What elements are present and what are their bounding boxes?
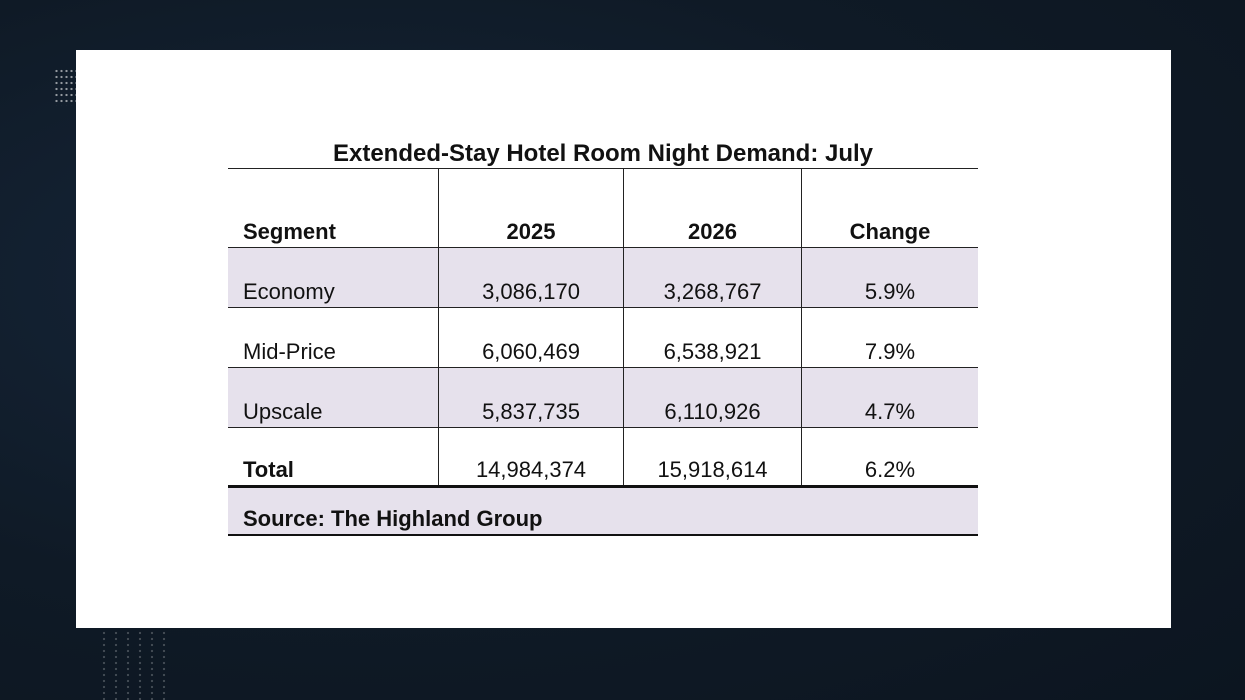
table-row: Mid-Price 6,060,469 6,538,921 7.9% [228,308,978,368]
value-2026-cell: 6,538,921 [623,308,801,367]
header-change: Change [801,169,978,247]
source-note: Source: The Highland Group [228,488,978,536]
table-header-row: Segment 2025 2026 Change [228,169,978,248]
header-2026: 2026 [623,169,801,247]
header-segment: Segment [243,219,336,244]
table-row: Economy 3,086,170 3,268,767 5.9% [228,248,978,308]
value-2026-cell: 3,268,767 [623,248,801,307]
total-change-cell: 6.2% [801,428,978,485]
demand-table: Segment 2025 2026 Change Economy 3,086,1… [228,168,978,536]
total-2026-cell: 15,918,614 [623,428,801,485]
table-title: Extended-Stay Hotel Room Night Demand: J… [332,140,874,167]
segment-cell: Upscale [243,399,323,424]
value-2025-cell: 3,086,170 [438,248,623,307]
segment-cell: Mid-Price [243,339,336,364]
value-2025-cell: 5,837,735 [438,368,623,427]
table-row: Upscale 5,837,735 6,110,926 4.7% [228,368,978,428]
total-label: Total [243,457,294,482]
total-2025-cell: 14,984,374 [438,428,623,485]
change-cell: 4.7% [801,368,978,427]
value-2025-cell: 6,060,469 [438,308,623,367]
table-total-row: Total 14,984,374 15,918,614 6.2% [228,428,978,488]
segment-cell: Economy [243,279,335,304]
change-cell: 7.9% [801,308,978,367]
value-2026-cell: 6,110,926 [623,368,801,427]
change-cell: 5.9% [801,248,978,307]
decorative-dot-grid-bottom [98,630,168,700]
header-2025: 2025 [438,169,623,247]
